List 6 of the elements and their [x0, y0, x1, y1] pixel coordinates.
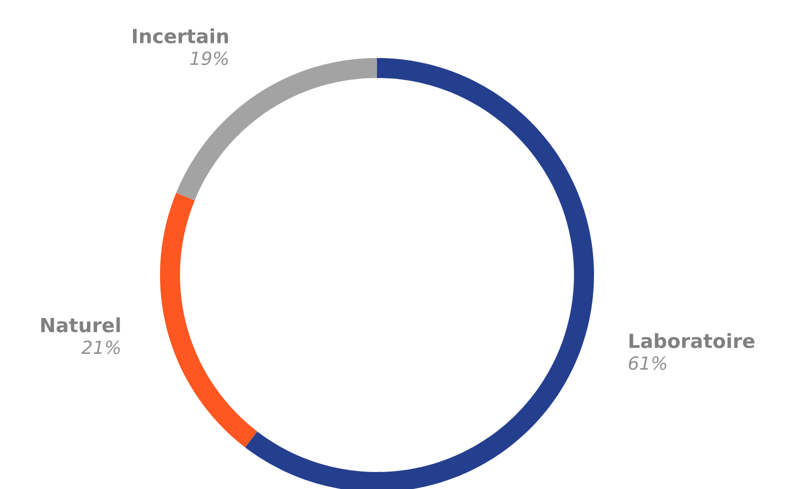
slice-label: Incertain [132, 28, 228, 44]
data-label: 61% [628, 356, 666, 370]
slice-label: Laboratoire [630, 333, 754, 348]
data-label: 19% [190, 51, 228, 66]
data-label: 21% [81, 340, 120, 354]
slice-label: Naturel [41, 317, 120, 332]
